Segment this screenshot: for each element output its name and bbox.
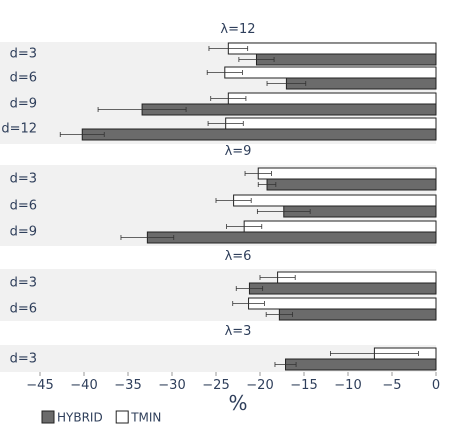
legend-swatch <box>41 410 55 424</box>
x-tick-label: −45 <box>26 378 53 393</box>
hybrid-bar <box>81 128 437 141</box>
panel: λ=3 d=3 <box>0 324 437 372</box>
row-label: d=3 <box>10 276 37 291</box>
row-label: d=3 <box>10 47 37 62</box>
row-label: d=6 <box>10 71 37 86</box>
bar-group: d=6 <box>10 297 437 321</box>
legend-swatch <box>115 410 129 424</box>
tmin-bar <box>248 297 437 310</box>
legend-label: TMIN <box>130 411 161 425</box>
x-tick-label: −25 <box>202 378 229 393</box>
panel-title: λ=9 <box>225 144 252 159</box>
x-tick-label: −10 <box>334 378 361 393</box>
hybrid-error-bar <box>274 362 297 367</box>
tmin-error-bar <box>210 96 247 101</box>
hybrid-bar <box>146 231 437 244</box>
bar-group: d=12 <box>1 117 437 141</box>
x-tick-label: 0 <box>432 378 440 393</box>
row-label: d=3 <box>10 172 37 187</box>
x-tick-label: −30 <box>158 378 185 393</box>
x-tick-label: −20 <box>246 378 273 393</box>
chart-panels: λ=12d=3d=6d=9d=12λ=9d=3d=6d=9λ=6d=3d=6λ=… <box>0 22 437 372</box>
x-tick-label: −5 <box>382 378 401 393</box>
panel-title: λ=3 <box>225 324 252 339</box>
hybrid-error-bar <box>120 235 175 240</box>
panel: λ=9 d=3 d=6 d=9 <box>0 144 437 246</box>
x-tick-label: −35 <box>114 378 141 393</box>
x-tick-label: −40 <box>70 378 97 393</box>
hybrid-error-bar <box>265 312 293 317</box>
hybrid-bar <box>255 53 437 66</box>
tmin-error-bar <box>215 198 252 203</box>
bar-group: d=3 <box>10 42 437 66</box>
tmin-error-bar <box>329 351 419 356</box>
hybrid-bar <box>266 178 437 191</box>
tmin-bar <box>277 271 437 284</box>
row-label: d=12 <box>1 122 37 137</box>
tmin-error-bar <box>208 46 249 51</box>
bar-group: d=9 <box>10 92 437 116</box>
row-label: d=3 <box>10 352 37 367</box>
bar-group: d=9 <box>10 220 437 244</box>
hybrid-error-bar <box>97 107 187 112</box>
x-axis-label: % <box>228 391 247 415</box>
tmin-error-bar <box>232 301 265 306</box>
row-label: d=9 <box>10 97 37 112</box>
tmin-error-bar <box>207 121 244 126</box>
row-label: d=6 <box>10 302 37 317</box>
tmin-bar <box>233 194 437 207</box>
tmin-error-bar <box>206 70 243 75</box>
hybrid-bar <box>285 77 437 90</box>
legend: HYBRID TMIN <box>41 410 161 425</box>
hybrid-bar <box>278 308 437 321</box>
tmin-bar <box>225 117 437 130</box>
hybrid-error-bar <box>59 132 105 137</box>
bar-group: d=3 <box>10 271 437 295</box>
tmin-bar <box>227 42 437 55</box>
bar-group: d=6 <box>10 194 437 218</box>
tmin-bar <box>227 92 437 105</box>
bar-group: d=3 <box>10 347 437 371</box>
tmin-error-bar <box>226 224 263 229</box>
hybrid-bar <box>248 282 437 295</box>
panel: λ=12 d=3 d=6 d=9 d=12 <box>0 22 437 144</box>
hybrid-error-bar <box>235 286 264 291</box>
bar-group: d=3 <box>10 167 437 191</box>
hybrid-error-bar <box>256 209 311 214</box>
panel-title: λ=6 <box>225 249 252 264</box>
legend-item: TMIN <box>115 410 161 425</box>
hybrid-error-bar <box>266 81 307 86</box>
row-label: d=6 <box>10 199 37 214</box>
hybrid-error-bar <box>238 57 275 62</box>
panel-title: λ=12 <box>220 22 255 37</box>
tmin-error-bar <box>244 171 272 176</box>
x-axis: −45 −40 −35 −30 −25 −20 −15 −10 −5 0 <box>26 372 440 393</box>
tmin-error-bar <box>259 275 296 280</box>
x-tick-label: −15 <box>290 378 317 393</box>
legend-item: HYBRID <box>41 410 103 425</box>
tmin-bar <box>224 66 437 79</box>
tmin-bar <box>243 220 437 233</box>
panel: λ=6 d=3 d=6 <box>0 249 437 321</box>
hybrid-error-bar <box>257 182 277 187</box>
hybrid-bar <box>285 358 437 371</box>
legend-label: HYBRID <box>57 411 103 425</box>
tmin-bar <box>257 167 437 180</box>
bar-group: d=6 <box>10 66 437 90</box>
row-label: d=9 <box>10 225 37 240</box>
